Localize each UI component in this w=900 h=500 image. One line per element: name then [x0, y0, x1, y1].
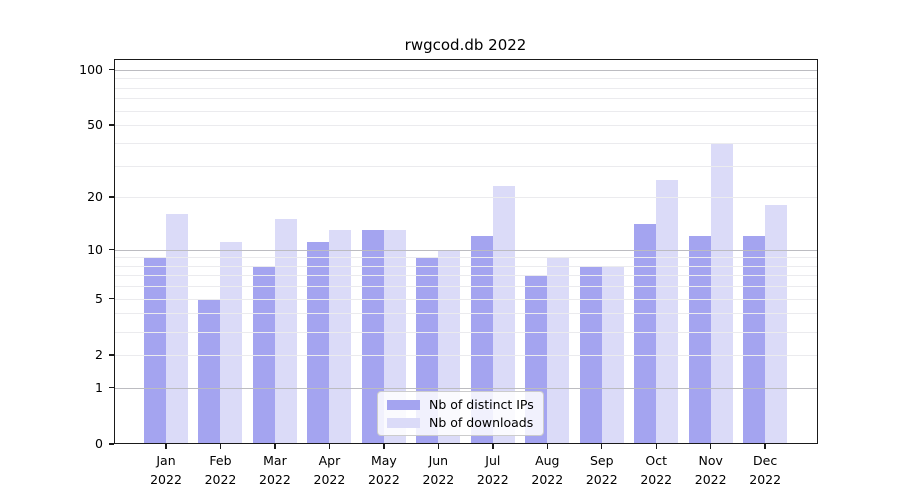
- x-tick-mark: [274, 444, 276, 449]
- y-tick-mark: [108, 124, 114, 126]
- bar-ips-jan: [144, 257, 166, 444]
- x-tick-mark: [165, 444, 167, 449]
- gridline-minor: [113, 197, 818, 199]
- y-tick-mark: [108, 297, 114, 300]
- y-tick-label: 1: [95, 379, 103, 395]
- x-tick-label: Sep 2022: [585, 453, 618, 487]
- x-tick-mark: [655, 444, 657, 449]
- gridline-minor: [113, 78, 818, 80]
- gridline-minor: [113, 331, 818, 333]
- y-tick-mark: [108, 387, 114, 389]
- y-tick-mark: [108, 196, 114, 198]
- bar-downloads-dec: [765, 205, 788, 444]
- x-tick-mark: [492, 444, 494, 449]
- gridline-minor: [113, 110, 818, 112]
- y-tick-label: 5: [95, 290, 103, 306]
- x-tick-label: Mar 2022: [259, 453, 291, 487]
- gridline-minor: [113, 265, 818, 267]
- y-tick-label: 0: [95, 436, 103, 451]
- x-tick-mark: [219, 444, 222, 449]
- gridline-minor: [113, 257, 818, 259]
- x-tick-label: Jun 2022: [422, 453, 455, 487]
- gridline-major: [113, 69, 818, 71]
- gridline-major: [113, 249, 818, 251]
- bar-downloads-jan: [166, 214, 188, 444]
- bar-ips-apr: [307, 242, 330, 444]
- x-tick-label: Feb 2022: [204, 453, 237, 487]
- bar-ips-nov: [688, 235, 711, 444]
- x-tick-label: Aug 2022: [531, 453, 564, 487]
- gridline-minor: [113, 275, 818, 277]
- x-tick-mark: [546, 444, 548, 449]
- gridline-minor: [113, 165, 818, 167]
- bar-downloads-apr: [329, 229, 352, 444]
- legend-item-downloads: Nb of downloads: [387, 415, 534, 430]
- gridline-minor: [113, 354, 818, 356]
- chart-title: rwgcod.db 2022: [404, 36, 527, 54]
- y-tick-label: 100: [79, 61, 103, 77]
- bar-downloads-nov: [710, 142, 733, 444]
- x-tick-mark: [437, 444, 440, 449]
- x-tick-mark: [764, 444, 766, 449]
- y-tick-mark: [108, 443, 114, 445]
- bar-ips-may: [361, 229, 384, 444]
- legend-swatch-downloads: [387, 417, 420, 428]
- y-tick-label: 50: [87, 117, 103, 133]
- x-tick-label: Oct 2022: [640, 453, 673, 487]
- legend-label-distinct-ips: Nb of distinct IPs: [429, 397, 534, 412]
- bar-downloads-may: [383, 229, 406, 444]
- bar-downloads-feb: [220, 242, 243, 444]
- gridline-minor: [113, 286, 818, 288]
- bar-ips-oct: [634, 224, 657, 444]
- x-tick-label: Apr 2022: [313, 453, 346, 487]
- legend: Nb of distinct IPs Nb of downloads: [377, 391, 544, 436]
- bar-downloads-jul: [492, 186, 515, 444]
- gridline-minor: [113, 142, 818, 144]
- gridline-minor: [113, 87, 818, 89]
- legend-label-downloads: Nb of downloads: [429, 415, 534, 430]
- legend-swatch-distinct-ips: [387, 399, 420, 410]
- bar-downloads-oct: [656, 179, 679, 444]
- x-tick-mark: [601, 444, 603, 449]
- bar-ips-feb: [198, 298, 221, 444]
- gridline-major: [113, 387, 818, 389]
- bar-downloads-aug: [547, 257, 570, 444]
- x-tick-label: Jul 2022: [476, 453, 509, 487]
- x-tick-mark: [383, 444, 385, 449]
- gridline-minor: [113, 313, 818, 315]
- y-tick-mark: [108, 354, 114, 356]
- x-tick-mark: [328, 444, 331, 449]
- x-tick-mark: [710, 444, 712, 449]
- x-tick-label: May 2022: [367, 453, 400, 487]
- x-tick-label: Jan 2022: [150, 453, 182, 487]
- x-tick-label: Nov 2022: [694, 453, 727, 487]
- y-tick-label: 10: [87, 241, 103, 257]
- gridline-minor: [113, 125, 818, 127]
- y-tick-mark: [108, 69, 114, 71]
- legend-item-distinct-ips: Nb of distinct IPs: [387, 397, 534, 412]
- x-tick-label: Dec 2022: [749, 453, 782, 487]
- gridline-minor: [113, 98, 818, 100]
- y-tick-label: 20: [87, 189, 103, 205]
- y-tick-mark: [108, 248, 114, 251]
- y-tick-label: 2: [95, 346, 103, 362]
- gridline-minor: [113, 298, 818, 300]
- bar-ips-dec: [743, 235, 766, 444]
